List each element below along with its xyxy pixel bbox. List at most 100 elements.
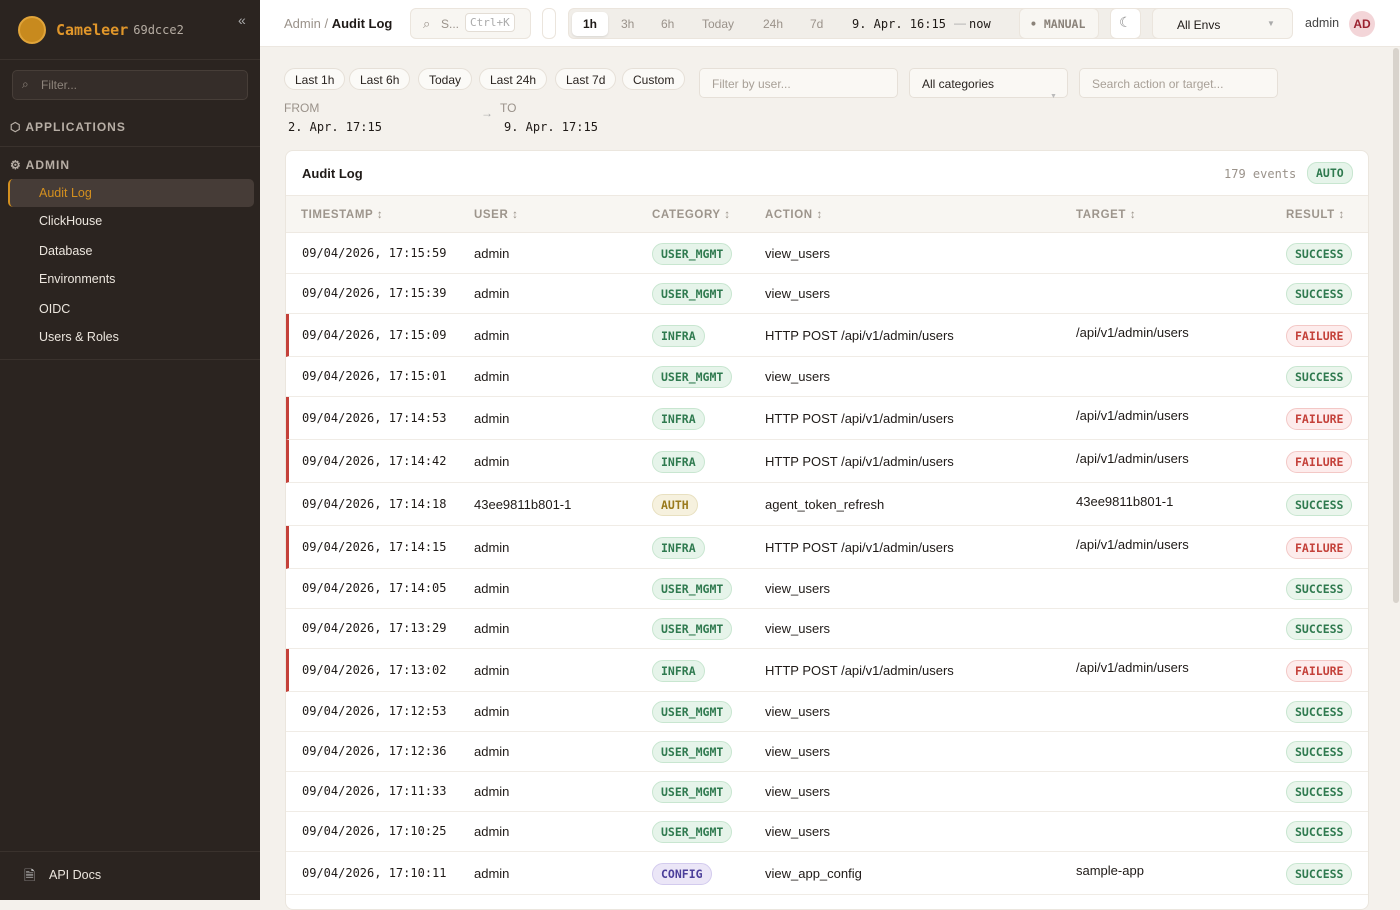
table-row[interactable]: 09/04/2026, 17:14:18 43ee9811b801-1 AUTH ag…	[286, 483, 1368, 526]
result-badge: FAILURE	[1286, 324, 1353, 347]
range-today[interactable]: Today	[702, 17, 735, 31]
table-row[interactable]: 09/04/2026, 17:14:15 admin INFRA HTTP POST …	[286, 526, 1368, 569]
timestamp-cell: 09/04/2026, 17:15:09	[302, 327, 447, 342]
category-badge: INFRA	[652, 659, 705, 682]
preset-last-6h[interactable]: Last 6h	[349, 68, 411, 90]
sidebar-item-oidc[interactable]: OIDC	[39, 302, 71, 316]
scrollbar[interactable]	[1393, 48, 1399, 603]
table-row[interactable]: 09/04/2026, 17:15:09 admin INFRA HTTP POST …	[286, 314, 1368, 357]
sidebar-item-clickhouse[interactable]: ClickHouse	[39, 214, 103, 228]
table-row[interactable]: 09/04/2026, 17:13:29 admin USER_MGMT view_u…	[286, 609, 1368, 649]
env-select[interactable]: All Envs ▼	[1152, 8, 1293, 39]
table-row[interactable]: 09/04/2026, 17:14:42 admin INFRA HTTP POST …	[286, 440, 1368, 483]
category-badge: USER_MGMT	[652, 618, 733, 640]
user-cell: admin	[474, 704, 510, 719]
status-toggle[interactable]	[542, 8, 556, 39]
breadcrumb-admin[interactable]: Admin	[284, 16, 321, 31]
active-indicator	[8, 179, 254, 207]
auto-refresh-badge[interactable]: AUTO	[1307, 162, 1353, 184]
section-admin[interactable]: ⚙ ADMIN	[10, 158, 70, 172]
arrow-right-icon: →	[481, 106, 493, 120]
sidebar-item-environments[interactable]: Environments	[39, 272, 116, 286]
result-badge: SUCCESS	[1286, 366, 1353, 388]
result-badge: SUCCESS	[1286, 618, 1353, 640]
user-cell: admin	[474, 662, 510, 678]
action-cell: HTTP POST /api/v1/admin/users	[765, 410, 954, 426]
col-target[interactable]: TARGET ↕	[1076, 209, 1137, 221]
result-badge: SUCCESS	[1286, 741, 1353, 763]
action-cell: view_users	[765, 824, 831, 839]
user-name[interactable]: admin	[1305, 16, 1340, 30]
table-row[interactable]: 09/04/2026, 17:12:36 admin USER_MGMT view_u…	[286, 732, 1368, 772]
result-badge: SUCCESS	[1286, 821, 1353, 843]
user-cell: admin	[474, 453, 510, 469]
col-label: TARGET	[1076, 209, 1127, 221]
category-select[interactable]: All categories ▼	[909, 68, 1068, 100]
sidebar-item-audit-log[interactable]: Audit Log	[39, 186, 92, 200]
logo-icon	[18, 15, 46, 44]
from-value[interactable]: 2. Apr. 17:15	[288, 120, 382, 134]
table-row[interactable]: 09/04/2026, 17:14:53 admin INFRA HTTP POST …	[286, 397, 1368, 440]
sidebar-item-users-roles[interactable]: Users & Roles	[39, 330, 119, 344]
category-badge: INFRA	[652, 324, 705, 347]
table-row[interactable]: 09/04/2026, 17:14:05 admin USER_MGMT view_u…	[286, 569, 1368, 609]
breadcrumb-separator: /	[324, 16, 332, 31]
sidebar-item-database[interactable]: Database	[39, 244, 93, 258]
range-1h[interactable]: 1h	[583, 17, 598, 31]
col-user[interactable]: USER ↕	[474, 209, 519, 221]
preset-last-7d[interactable]: Last 7d	[555, 68, 617, 90]
col-timestamp[interactable]: TIMESTAMP ↕	[301, 209, 384, 221]
section-applications[interactable]: ⬡ APPLICATIONS	[10, 120, 126, 134]
range-from[interactable]: 9. Apr. 16:15	[852, 17, 946, 31]
timestamp-cell: 09/04/2026, 17:12:53	[302, 704, 447, 718]
action-cell: view_app_config	[765, 865, 862, 881]
sidebar-filter-input[interactable]: ⌕ Filter...	[12, 70, 248, 100]
table-row[interactable]: 09/04/2026, 17:13:02 admin INFRA HTTP POST …	[286, 649, 1368, 692]
to-value[interactable]: 9. Apr. 17:15	[504, 120, 598, 134]
sidebar: Cameleer 69dcce2 « ⌕ Filter... ⬡ APPLICAT…	[0, 0, 260, 900]
user-cell: admin	[474, 539, 510, 555]
target-cell: /api/v1/admin/users	[1076, 659, 1189, 675]
avatar[interactable]: AD	[1349, 11, 1375, 37]
col-result[interactable]: RESULT ↕	[1286, 209, 1345, 221]
col-category[interactable]: CATEGORY ↕	[652, 209, 731, 221]
preset-custom[interactable]: Custom	[622, 68, 686, 90]
table-row[interactable]: 09/04/2026, 17:10:11 admin CONFIG view_app_…	[286, 852, 1368, 895]
table-row[interactable]: 09/04/2026, 17:15:59 admin USER_MGMT view_u…	[286, 234, 1368, 274]
action-search-input[interactable]: Search action or target...	[1079, 68, 1278, 98]
category-badge: USER_MGMT	[652, 781, 733, 803]
table-row[interactable]: 09/04/2026, 17:12:53 admin USER_MGMT view_u…	[286, 692, 1368, 732]
timestamp-cell: 09/04/2026, 17:11:33	[302, 784, 447, 798]
user-filter-input[interactable]: Filter by user...	[699, 68, 898, 98]
col-label: CATEGORY	[652, 209, 721, 221]
range-6h[interactable]: 6h	[661, 17, 675, 31]
target-cell: /api/v1/admin/users	[1076, 450, 1189, 466]
preset-today[interactable]: Today	[418, 68, 473, 90]
global-search[interactable]: ⌕ S... Ctrl+K	[410, 8, 531, 39]
collapse-sidebar-icon[interactable]: «	[238, 12, 246, 28]
result-badge: SUCCESS	[1286, 781, 1353, 803]
theme-toggle-button[interactable]: ☾	[1110, 8, 1141, 39]
refresh-mode-button[interactable]: • MANUAL	[1019, 8, 1099, 39]
preset-last-24h[interactable]: Last 24h	[479, 68, 548, 90]
action-cell: HTTP POST /api/v1/admin/users	[765, 662, 954, 678]
col-action[interactable]: ACTION ↕	[765, 209, 823, 221]
api-docs-link[interactable]: API Docs	[49, 868, 102, 882]
table-row[interactable]: 09/04/2026, 17:15:01 admin USER_MGMT view_u…	[286, 357, 1368, 397]
table-row[interactable]: 09/04/2026, 17:11:33 admin USER_MGMT view_u…	[286, 772, 1368, 812]
category-badge: USER_MGMT	[652, 283, 733, 305]
timestamp-cell: 09/04/2026, 17:14:05	[302, 581, 447, 595]
table-row[interactable]: 09/04/2026, 17:10:25 admin USER_MGMT view_u…	[286, 812, 1368, 852]
moon-icon: ☾	[1119, 14, 1132, 30]
active-range-bg	[572, 12, 608, 36]
user-cell: admin	[474, 246, 510, 261]
result-badge: SUCCESS	[1286, 243, 1353, 265]
preset-last-1h[interactable]: Last 1h	[284, 68, 346, 90]
table-row[interactable]: 09/04/2026, 17:15:39 admin USER_MGMT view_u…	[286, 274, 1368, 314]
action-cell: view_users	[765, 744, 831, 759]
range-7d[interactable]: 7d	[810, 17, 824, 31]
brand[interactable]: Cameleer 69dcce2	[0, 0, 260, 60]
range-to[interactable]: now	[969, 17, 991, 31]
range-24h[interactable]: 24h	[763, 17, 784, 31]
range-3h[interactable]: 3h	[621, 17, 635, 31]
